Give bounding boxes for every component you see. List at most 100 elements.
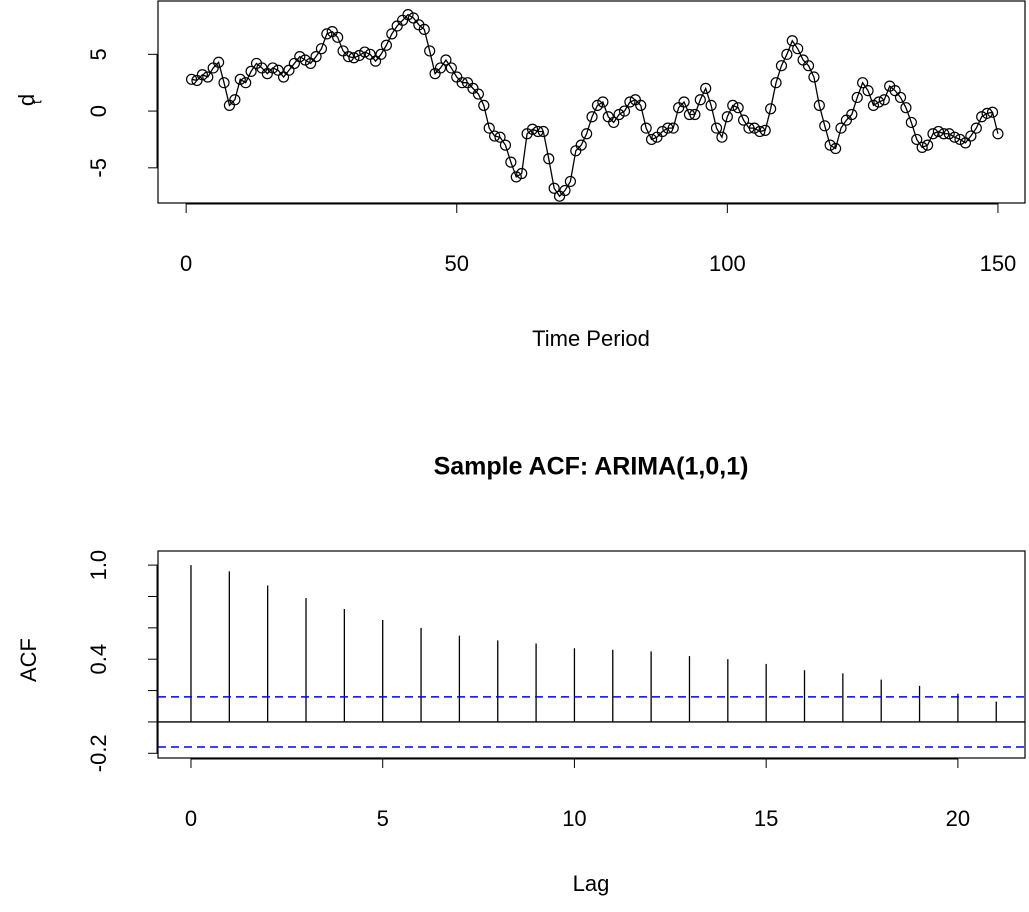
data-point <box>494 131 506 143</box>
data-point <box>548 182 560 194</box>
data-point <box>705 99 717 112</box>
data-point <box>483 122 495 134</box>
x-tick-label: 150 <box>980 251 1017 276</box>
data-point <box>510 171 522 183</box>
x-tick-label: 100 <box>709 251 746 276</box>
data-point <box>440 54 452 66</box>
data-point <box>202 71 214 83</box>
data-point <box>954 133 966 146</box>
data-point <box>369 55 382 67</box>
data-point <box>743 122 755 134</box>
data-point <box>662 122 674 134</box>
data-point <box>277 71 290 83</box>
data-point <box>905 116 917 129</box>
data-point <box>970 122 982 134</box>
data-point <box>775 60 788 72</box>
data-point <box>835 122 847 134</box>
data-point <box>949 131 961 143</box>
data-point <box>591 99 604 112</box>
data-point <box>537 125 549 138</box>
data-point <box>656 125 668 138</box>
x-tick-label: 20 <box>946 806 970 831</box>
data-point <box>694 94 706 106</box>
data-point <box>867 99 880 112</box>
data-point <box>824 139 836 151</box>
data-point <box>478 99 490 112</box>
data-point <box>348 52 360 64</box>
data-point <box>434 62 447 74</box>
data-point <box>748 122 761 134</box>
data-point <box>272 64 284 76</box>
data-point <box>196 69 208 81</box>
x-axis-label: Lag <box>573 871 610 896</box>
data-point <box>505 156 517 168</box>
data-point <box>900 102 912 114</box>
data-point <box>932 125 945 138</box>
data-point <box>645 133 658 146</box>
data-point <box>526 123 539 135</box>
data-point <box>364 48 376 60</box>
data-point <box>754 125 766 138</box>
data-point <box>185 73 198 85</box>
y-axis-label-subscript: t <box>29 100 45 104</box>
x-tick-label: 10 <box>562 806 586 831</box>
data-point <box>456 77 468 89</box>
data-point <box>992 128 1004 140</box>
data-point <box>608 116 620 129</box>
data-point <box>829 142 842 155</box>
data-point <box>586 111 598 123</box>
data-point <box>732 102 744 114</box>
data-point <box>532 125 544 138</box>
data-point <box>878 94 890 106</box>
y-tick-label: 0.4 <box>86 644 111 675</box>
data-point <box>716 131 728 143</box>
data-point <box>618 105 631 117</box>
data-point <box>359 46 371 58</box>
data-point <box>689 108 701 121</box>
data-point <box>380 39 392 51</box>
data-point <box>310 51 322 63</box>
data-point <box>965 130 977 142</box>
data-point <box>770 77 782 89</box>
data-point <box>445 62 457 74</box>
data-point <box>489 130 501 142</box>
data-point <box>808 71 820 83</box>
data-point <box>213 56 225 68</box>
x-tick-label: 0 <box>180 251 192 276</box>
data-point <box>386 28 398 40</box>
data-point <box>640 122 652 134</box>
data-point <box>575 139 587 151</box>
y-axis-label-main: d <box>14 94 39 106</box>
data-point <box>424 45 436 57</box>
data-point <box>294 51 306 63</box>
data-point <box>342 51 355 63</box>
y-tick-label: 0 <box>86 105 111 117</box>
data-point <box>737 114 750 126</box>
x-tick-label: 50 <box>444 251 468 276</box>
data-point <box>299 54 311 66</box>
data-point <box>315 43 328 55</box>
data-point <box>581 128 593 140</box>
data-point <box>802 60 815 72</box>
data-point <box>683 108 696 121</box>
data-point <box>402 9 414 21</box>
data-point <box>959 137 972 149</box>
data-point <box>332 31 344 43</box>
data-point <box>710 122 723 134</box>
data-point <box>678 96 690 108</box>
data-point <box>921 139 934 151</box>
data-point <box>873 96 885 108</box>
data-point <box>321 28 333 40</box>
data-point <box>786 35 798 47</box>
chart-title: Sample ACF: ARIMA(1,0,1) <box>434 453 749 481</box>
plot-frame <box>157 0 1026 204</box>
data-point <box>499 139 512 151</box>
data-point <box>305 57 317 70</box>
data-point <box>407 12 420 24</box>
x-tick-label: 15 <box>754 806 778 831</box>
data-point <box>792 43 804 55</box>
data-point <box>267 62 279 74</box>
data-point <box>894 91 907 104</box>
data-point <box>613 108 625 121</box>
